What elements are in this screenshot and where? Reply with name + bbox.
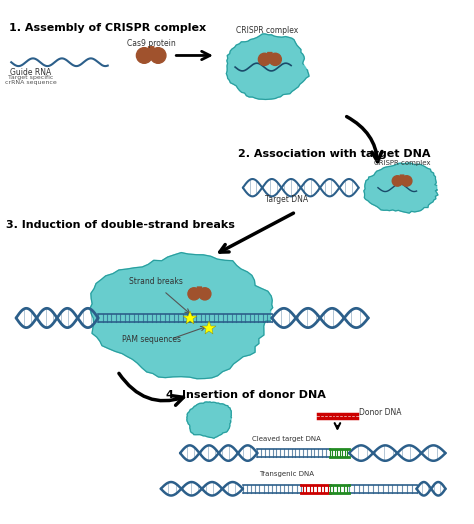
Text: Cleaved target DNA: Cleaved target DNA	[252, 435, 321, 442]
Text: Cas9 protein: Cas9 protein	[127, 39, 175, 48]
Polygon shape	[90, 253, 273, 379]
Text: Guide RNA: Guide RNA	[10, 68, 51, 77]
FancyBboxPatch shape	[148, 47, 154, 56]
FancyBboxPatch shape	[268, 52, 272, 59]
FancyBboxPatch shape	[197, 287, 201, 294]
Polygon shape	[187, 402, 231, 438]
Text: Target specific
crRNA sequence: Target specific crRNA sequence	[5, 74, 56, 85]
Circle shape	[199, 288, 211, 300]
Text: Target DNA: Target DNA	[264, 195, 308, 204]
Text: CRISPR complex: CRISPR complex	[236, 26, 298, 35]
Text: Strand breaks: Strand breaks	[129, 277, 183, 286]
Circle shape	[392, 176, 402, 186]
Text: Donor DNA: Donor DNA	[359, 408, 401, 418]
Text: PAM sequences: PAM sequences	[122, 335, 181, 344]
FancyBboxPatch shape	[400, 175, 404, 181]
Circle shape	[258, 53, 271, 66]
Polygon shape	[226, 34, 309, 100]
Text: 1. Assembly of CRISPR complex: 1. Assembly of CRISPR complex	[9, 23, 207, 32]
Polygon shape	[364, 163, 438, 213]
Text: CRISPR complex: CRISPR complex	[374, 160, 430, 167]
Circle shape	[150, 48, 166, 63]
Circle shape	[401, 176, 412, 186]
Text: 3. Induction of double-strand breaks: 3. Induction of double-strand breaks	[7, 220, 235, 230]
Circle shape	[188, 288, 200, 300]
Text: 2. Association with target DNA: 2. Association with target DNA	[238, 149, 430, 159]
Text: 4. Insertion of donor DNA: 4. Insertion of donor DNA	[165, 390, 326, 400]
Circle shape	[137, 48, 152, 63]
Circle shape	[269, 53, 282, 66]
Text: Transgenic DNA: Transgenic DNA	[259, 471, 314, 477]
